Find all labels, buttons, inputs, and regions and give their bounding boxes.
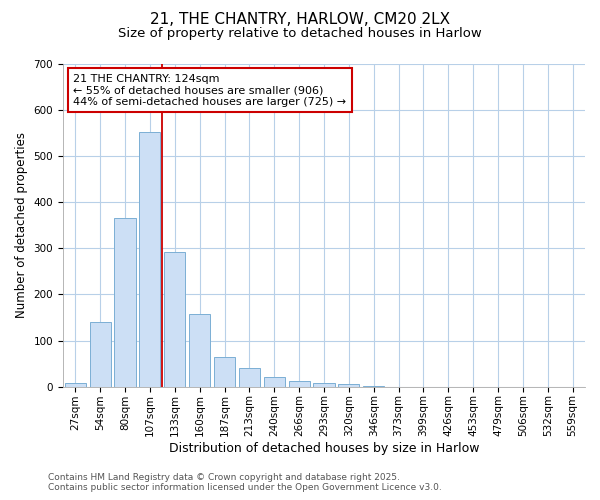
Bar [189,314,210,386]
Text: Size of property relative to detached houses in Harlow: Size of property relative to detached ho… [118,28,482,40]
Bar [164,252,185,386]
Y-axis label: Number of detached properties: Number of detached properties [15,132,28,318]
Text: 21, THE CHANTRY, HARLOW, CM20 2LX: 21, THE CHANTRY, HARLOW, CM20 2LX [150,12,450,28]
X-axis label: Distribution of detached houses by size in Harlow: Distribution of detached houses by size … [169,442,479,455]
Bar [338,384,359,386]
Text: Contains HM Land Registry data © Crown copyright and database right 2025.
Contai: Contains HM Land Registry data © Crown c… [48,473,442,492]
Text: 21 THE CHANTRY: 124sqm
← 55% of detached houses are smaller (906)
44% of semi-de: 21 THE CHANTRY: 124sqm ← 55% of detached… [73,74,346,107]
Bar [289,380,310,386]
Bar [214,356,235,386]
Bar [139,132,160,386]
Bar [263,376,285,386]
Bar [89,322,111,386]
Bar [313,383,335,386]
Bar [239,368,260,386]
Bar [115,218,136,386]
Bar [65,383,86,386]
